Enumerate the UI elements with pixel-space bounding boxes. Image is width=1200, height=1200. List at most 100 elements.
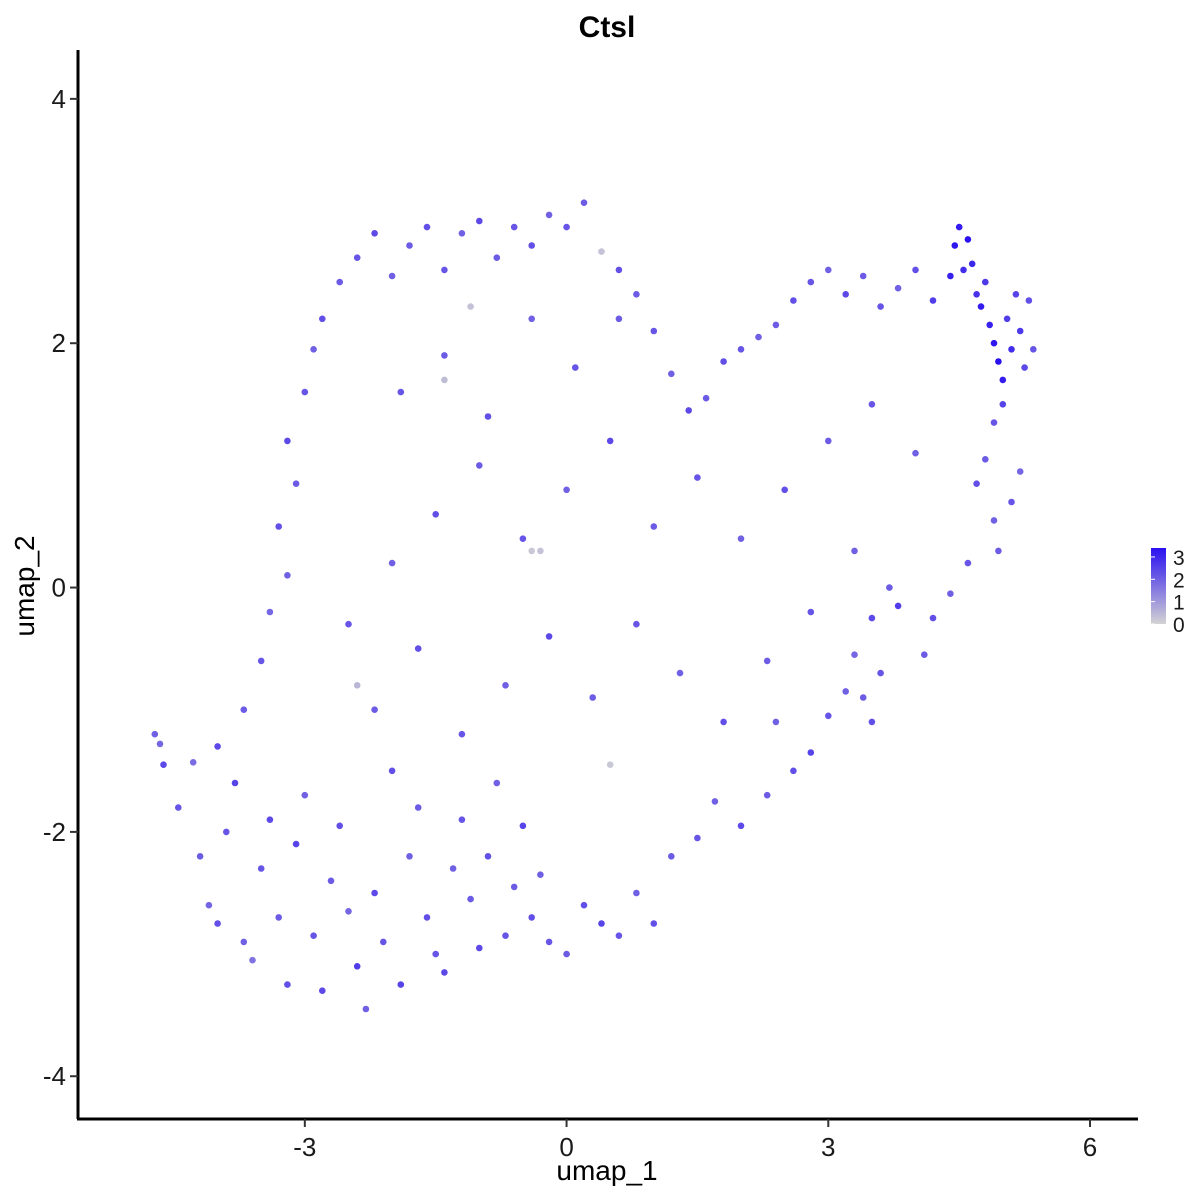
cell-point: [388, 767, 396, 775]
cell-point: [720, 358, 727, 365]
x-tick-label: 0: [559, 1132, 573, 1162]
cell-point: [772, 321, 780, 329]
cell-point: [790, 297, 797, 304]
cell-point: [353, 963, 361, 970]
cell-point: [877, 303, 884, 310]
cell-point: [894, 284, 902, 292]
legend-tick-label: 3: [1173, 547, 1185, 570]
cell-point: [951, 242, 959, 249]
cell-point: [842, 291, 849, 298]
cell-point: [292, 840, 300, 848]
cell-point: [275, 523, 283, 530]
cell-point: [702, 394, 710, 402]
cell-point: [484, 853, 492, 860]
cell-point: [868, 718, 876, 726]
cell-point: [986, 321, 993, 329]
cell-point: [999, 376, 1007, 384]
cell-point: [921, 651, 928, 658]
cell-point: [973, 480, 980, 488]
cell-point: [685, 407, 692, 414]
color-legend-bar: [1151, 548, 1166, 624]
cell-point: [606, 437, 614, 445]
cell-point: [842, 688, 849, 695]
cell-point: [615, 932, 623, 939]
cell-point: [353, 682, 361, 689]
cell-point: [266, 608, 274, 616]
cell-point: [598, 248, 605, 255]
cell-point: [519, 822, 527, 830]
cell-point: [301, 791, 309, 799]
cell-point: [995, 547, 1002, 555]
cell-point: [929, 297, 937, 304]
cell-point: [755, 333, 762, 341]
cell-point: [353, 254, 361, 261]
cell-point: [1016, 468, 1024, 475]
x-tick-label: 3: [821, 1132, 835, 1162]
cell-point: [441, 266, 448, 274]
cell-point: [859, 694, 867, 701]
cell-point: [912, 449, 919, 457]
legend-tick-label: 1: [1173, 592, 1185, 615]
cell-point: [676, 669, 684, 677]
cell-point: [633, 889, 640, 897]
cell-point: [528, 242, 535, 249]
cell-point: [563, 486, 570, 494]
cell-point: [1008, 498, 1015, 506]
cell-point: [528, 547, 535, 555]
legend-tick-label: 0: [1173, 614, 1185, 637]
cell-point: [319, 987, 326, 994]
cell-point: [877, 669, 884, 677]
cell-point: [968, 260, 976, 268]
cell-point: [493, 779, 501, 787]
cell-point: [284, 572, 291, 579]
cell-point: [947, 590, 954, 597]
cell-point: [606, 761, 614, 768]
cell-point: [519, 535, 527, 542]
cell-point: [995, 358, 1002, 365]
y-tick-label: 4: [52, 84, 66, 114]
cell-point: [563, 950, 570, 958]
cell-point: [955, 223, 963, 231]
cell-point: [825, 437, 832, 445]
cell-point: [441, 376, 448, 384]
cell-point: [650, 920, 658, 927]
cell-point: [929, 614, 937, 622]
cell-point: [781, 486, 788, 494]
cell-point: [807, 749, 815, 756]
cell-point: [825, 712, 832, 720]
cell-point: [284, 437, 291, 445]
cell-point: [528, 914, 535, 921]
cell-point: [720, 718, 727, 726]
x-axis-label: umap_1: [556, 1155, 657, 1186]
cell-point: [589, 694, 596, 701]
points-layer: [151, 199, 1037, 1013]
cell-point: [859, 272, 867, 280]
cell-point: [502, 932, 509, 939]
cell-point: [668, 370, 675, 378]
cell-point: [580, 199, 588, 206]
cell-point: [1008, 346, 1015, 353]
cell-point: [310, 932, 317, 939]
cell-point: [1003, 315, 1011, 323]
cell-point: [441, 969, 448, 976]
cell-point: [772, 718, 780, 726]
cell-point: [650, 523, 658, 530]
cell-point: [458, 230, 466, 237]
cell-point: [737, 346, 745, 353]
cell-point: [545, 938, 553, 946]
cell-point: [240, 938, 248, 946]
cell-point: [484, 413, 492, 420]
cell-point: [214, 743, 221, 750]
cell-point: [694, 474, 701, 481]
cell-point: [668, 853, 675, 860]
cell-point: [510, 223, 518, 231]
cell-point: [851, 651, 858, 658]
cell-point: [947, 272, 954, 280]
cell-point: [737, 535, 745, 542]
cell-point: [406, 853, 413, 860]
cell-point: [990, 517, 998, 524]
cell-point: [336, 278, 344, 286]
x-tick-label: 6: [1083, 1132, 1097, 1162]
y-ticks: -4 -2 0 2 4: [43, 84, 78, 1091]
